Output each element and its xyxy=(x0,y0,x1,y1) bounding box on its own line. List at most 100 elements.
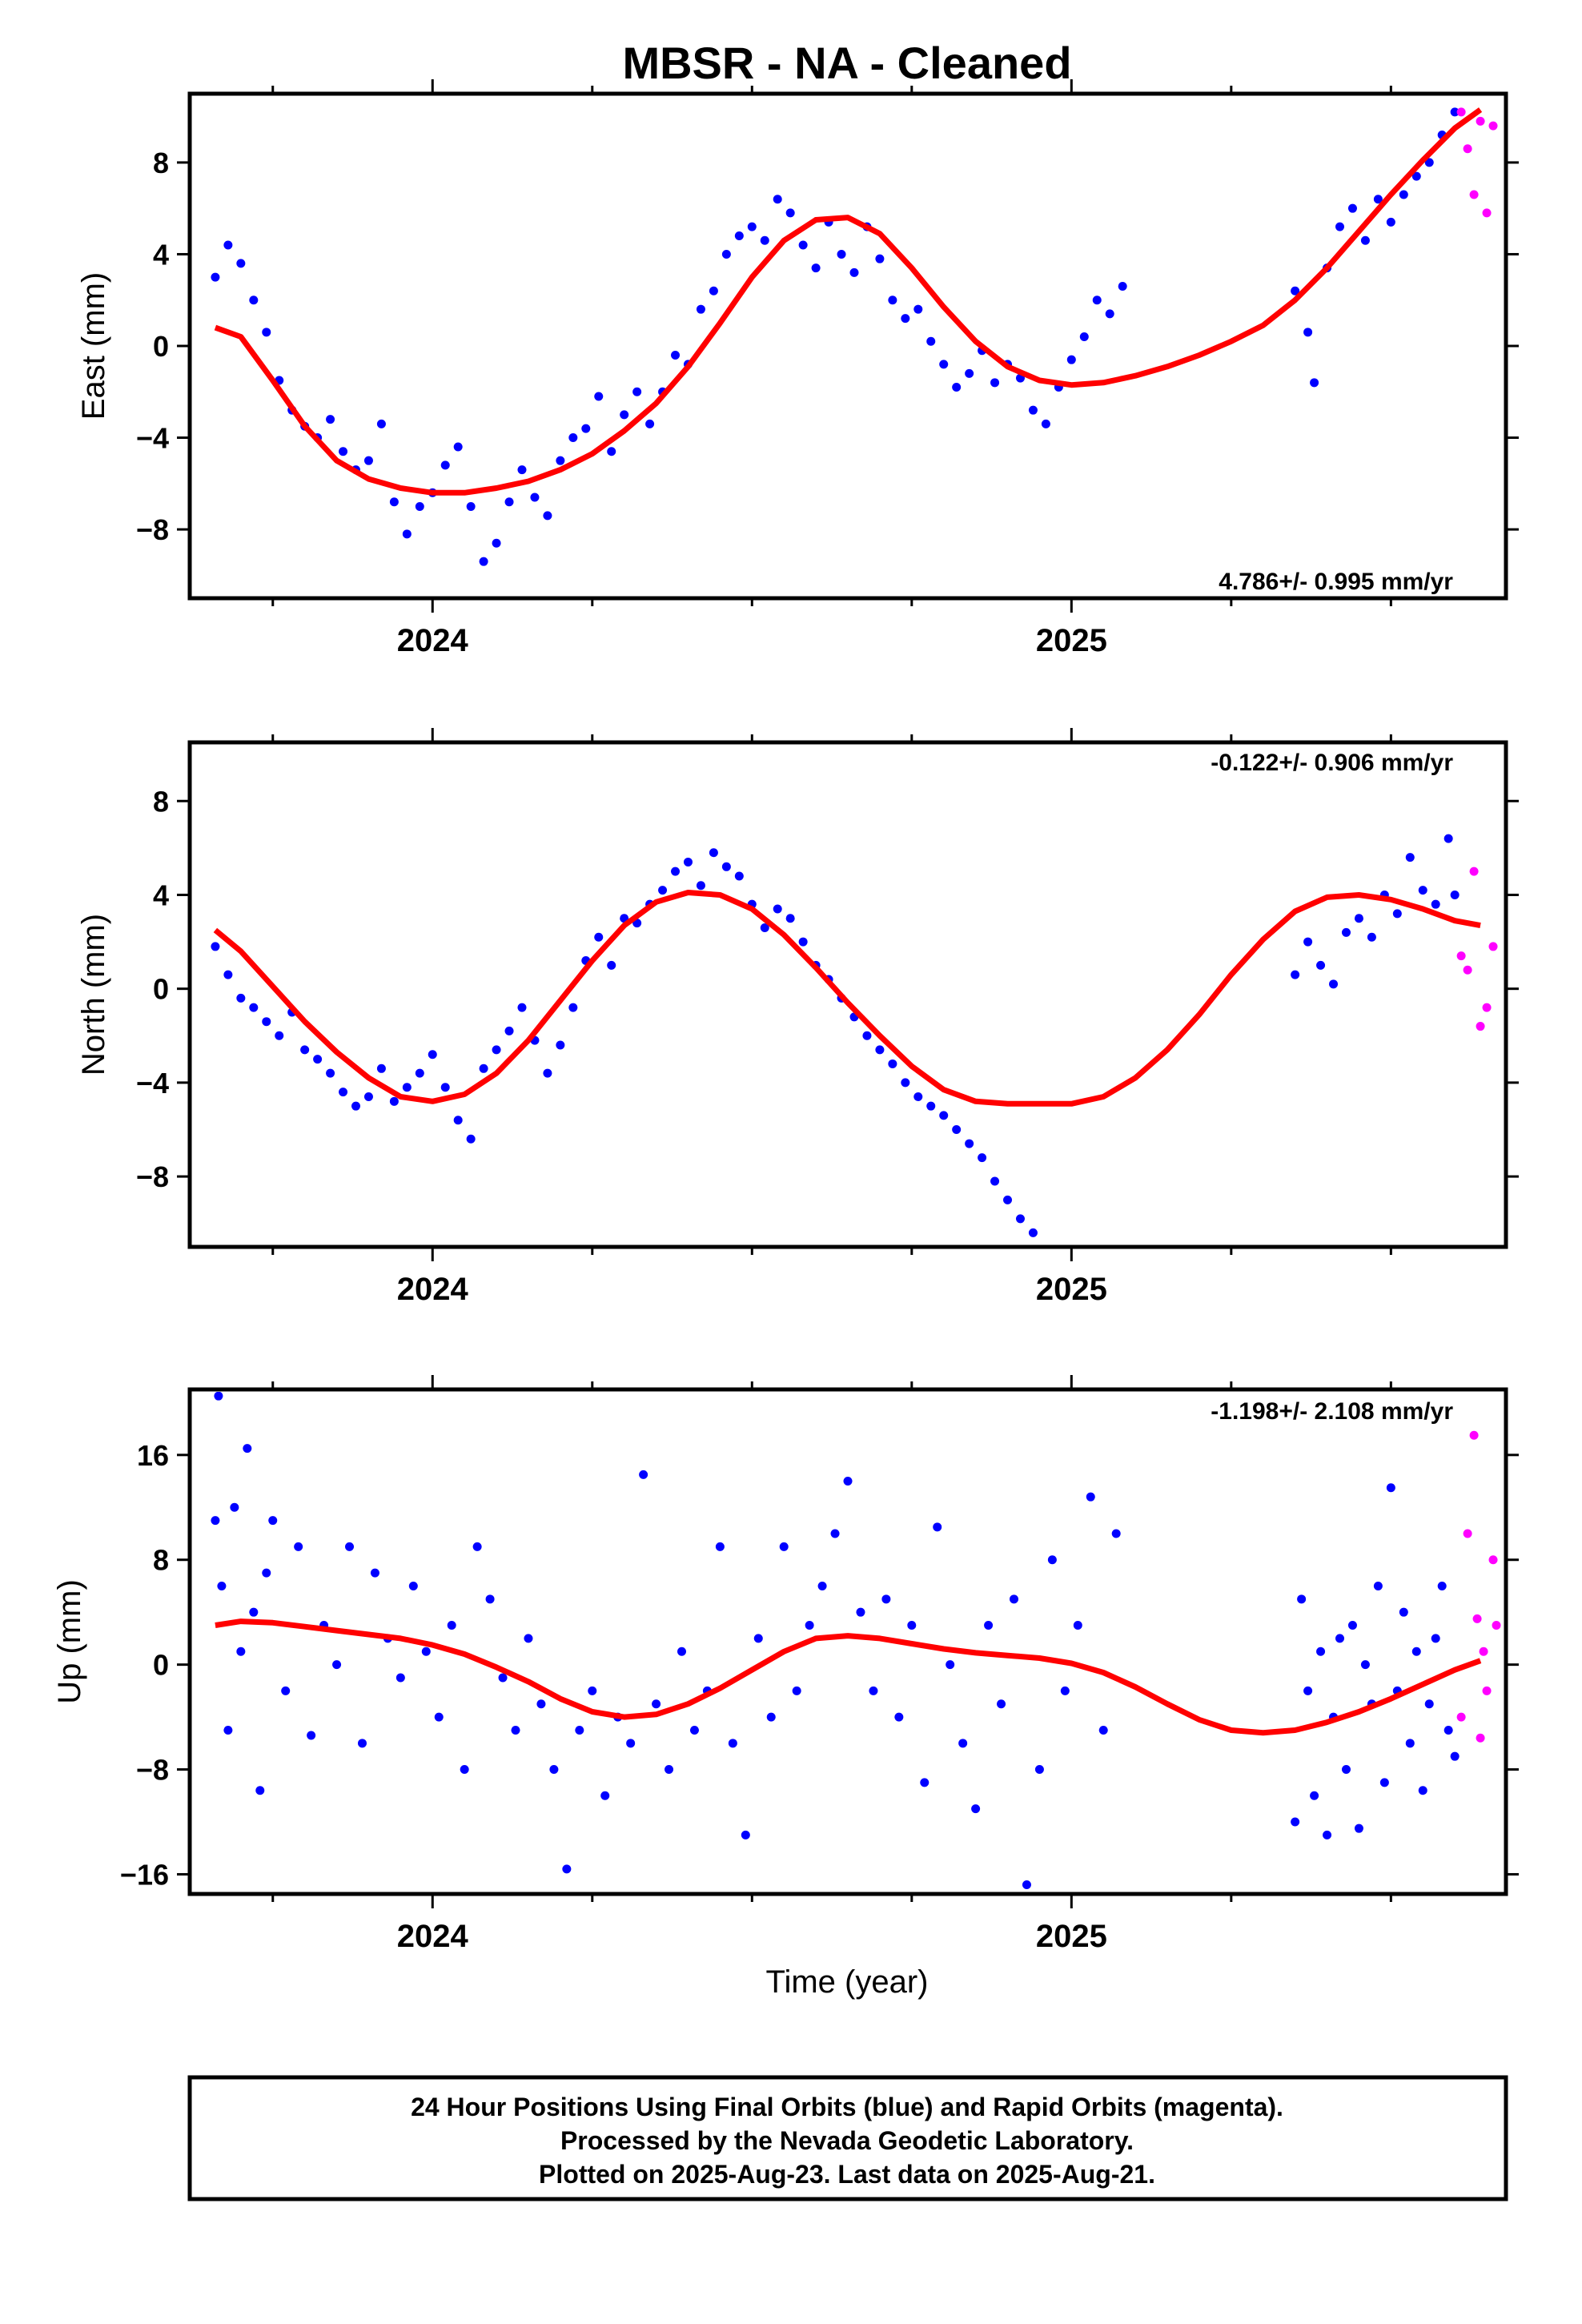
up-final-point xyxy=(243,1444,252,1454)
up-final-point xyxy=(307,1731,316,1740)
east-final-point xyxy=(1310,378,1319,388)
east-final-point xyxy=(1347,203,1357,213)
north-final-point xyxy=(300,1045,310,1055)
east-final-point xyxy=(504,497,514,507)
up-final-point xyxy=(281,1686,291,1695)
east-rapid-point xyxy=(1456,107,1466,117)
east-final-point xyxy=(415,501,424,511)
east-y-tick-label: −8 xyxy=(136,513,169,546)
east-final-point xyxy=(696,304,705,314)
north-final-point xyxy=(901,1078,910,1088)
east-final-point xyxy=(849,267,859,277)
up-final-point xyxy=(549,1765,559,1775)
up-y-tick-label: 0 xyxy=(153,1649,169,1682)
up-final-point xyxy=(677,1647,687,1656)
east-final-point xyxy=(632,387,642,396)
east-final-point xyxy=(1411,171,1421,181)
east-final-point xyxy=(1424,158,1434,167)
north-y-tick-label: 4 xyxy=(153,879,169,911)
up-final-point xyxy=(1316,1647,1326,1656)
north-final-point xyxy=(862,1031,872,1040)
north-final-point xyxy=(376,1063,386,1073)
north-y-label-group: North (mm) xyxy=(76,914,111,1076)
up-final-point xyxy=(766,1712,776,1722)
north-final-point xyxy=(249,1003,259,1012)
north-final-point xyxy=(1291,970,1300,979)
east-final-point xyxy=(492,538,501,548)
east-final-point xyxy=(1092,296,1102,305)
north-final-point xyxy=(1443,834,1453,843)
up-final-point xyxy=(728,1739,737,1748)
up-final-point xyxy=(639,1470,648,1479)
east-final-point xyxy=(952,383,962,392)
up-final-point xyxy=(211,1516,220,1526)
east-final-point xyxy=(594,392,604,401)
up-final-point xyxy=(1431,1634,1440,1643)
up-final-point xyxy=(830,1529,840,1538)
up-final-point xyxy=(1022,1880,1031,1890)
east-model-curve xyxy=(214,107,1483,496)
east-final-point xyxy=(440,460,450,470)
north-final-point xyxy=(888,1059,897,1068)
east-rapid-point xyxy=(1469,190,1479,199)
up-final-point xyxy=(1047,1555,1057,1565)
footer-line-1: 24 Hour Positions Using Final Orbits (bl… xyxy=(411,2093,1283,2121)
up-final-point xyxy=(1335,1634,1345,1643)
north-final-point xyxy=(363,1092,373,1101)
east-final-point xyxy=(939,360,949,369)
north-final-point xyxy=(760,923,769,932)
north-final-point xyxy=(978,1153,987,1163)
east-final-point xyxy=(709,286,718,296)
east-final-point xyxy=(888,296,897,305)
north-final-point xyxy=(326,1068,335,1078)
north-rapid-point xyxy=(1456,951,1466,961)
east-final-point xyxy=(760,235,769,245)
east-final-point xyxy=(798,240,808,250)
north-final-point xyxy=(428,1050,437,1059)
up-final-point xyxy=(984,1621,994,1630)
north-final-point xyxy=(389,1096,399,1106)
up-final-point xyxy=(805,1621,814,1630)
east-final-point xyxy=(926,336,936,346)
north-final-point xyxy=(734,871,744,881)
north-final-point xyxy=(556,1040,565,1050)
up-final-point xyxy=(332,1660,342,1670)
up-final-point xyxy=(1086,1492,1095,1502)
east-panel: East (mm) 2024 2025 −8 −4 0 4 8 4.786+/- 0.995… xyxy=(76,79,1519,658)
north-y-axis-label: North (mm) xyxy=(76,914,111,1076)
up-final-point xyxy=(946,1660,955,1670)
footer-frame xyxy=(187,2075,1508,2201)
north-final-point xyxy=(798,937,808,947)
north-frame xyxy=(187,740,1508,1249)
up-rapid-point xyxy=(1476,1733,1485,1743)
east-final-point xyxy=(1066,355,1076,364)
up-final-point xyxy=(1347,1621,1357,1630)
east-final-point xyxy=(721,249,731,259)
up-final-point xyxy=(447,1621,456,1630)
up-final-point xyxy=(262,1568,271,1578)
east-final-point xyxy=(607,447,616,456)
up-final-point xyxy=(907,1621,917,1630)
north-y-tick-label: 0 xyxy=(153,973,169,1006)
up-final-point xyxy=(1405,1739,1415,1748)
up-final-point xyxy=(652,1699,661,1709)
east-y-tick-label: 8 xyxy=(153,147,169,179)
north-final-point xyxy=(1015,1214,1025,1224)
up-x-tick-label: 2024 xyxy=(397,1919,469,1954)
east-final-point xyxy=(326,415,335,424)
east-final-point xyxy=(811,263,821,273)
north-final-point xyxy=(913,1092,923,1101)
east-y-label-group: East (mm) xyxy=(76,272,111,420)
up-final-point xyxy=(214,1392,223,1401)
up-final-point xyxy=(856,1607,865,1617)
up-final-point xyxy=(460,1765,469,1775)
north-final-point xyxy=(313,1055,323,1064)
east-rapid-point xyxy=(1482,208,1492,218)
up-rapid-point xyxy=(1479,1647,1488,1656)
up-final-point xyxy=(1073,1621,1082,1630)
east-final-point xyxy=(389,497,399,507)
east-final-point xyxy=(1335,222,1345,231)
up-final-point xyxy=(1111,1529,1121,1538)
up-final-point xyxy=(1297,1594,1307,1604)
up-rapid-point xyxy=(1492,1621,1501,1630)
